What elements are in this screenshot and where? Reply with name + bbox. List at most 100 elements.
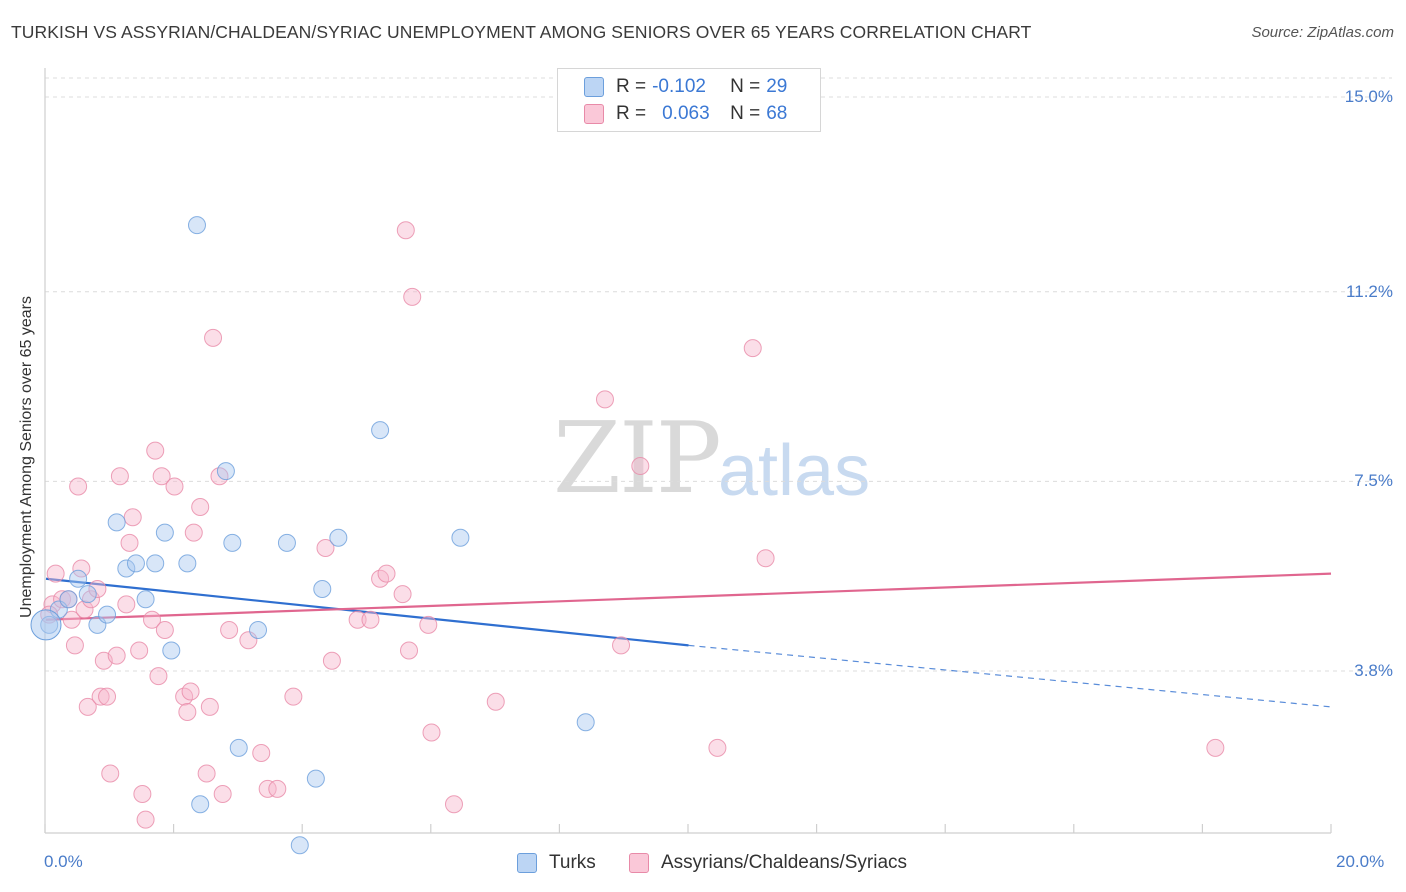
turks-point-25	[329, 528, 348, 547]
assyrians-point-63	[708, 738, 727, 757]
assyrians-point-60	[595, 390, 614, 409]
assyrians-point-51	[377, 564, 396, 583]
assyrians-point-19	[120, 533, 139, 552]
assyrians-point-54	[400, 641, 419, 660]
assyrians-point-11	[88, 580, 107, 598]
turks-point-8	[117, 559, 136, 578]
legend-r-value-assyrians: 0.063	[662, 103, 710, 124]
legend-n-value-assyrians: 68	[766, 103, 788, 124]
bottom-legend-label-assyrians: Assyrians/Chaldeans/Syriacs	[661, 852, 908, 873]
turks-point-4	[78, 585, 97, 604]
turks-point-12	[155, 523, 174, 542]
assyrians-point-22	[133, 785, 152, 803]
turks-point-26	[371, 421, 390, 440]
turks-point-19	[229, 738, 248, 757]
legend-row-assyrians: R = 0.063 N = 68	[584, 103, 787, 125]
turks-point-11	[146, 554, 165, 573]
assyrians-point-64	[743, 339, 762, 358]
assyrians-point-66	[1206, 738, 1225, 757]
chart-title: TURKISH VS ASSYRIAN/CHALDEAN/SYRIAC UNEM…	[11, 22, 1032, 42]
turks-point-6	[98, 605, 117, 624]
watermark-atlas: atlas	[718, 431, 871, 511]
assyrians-point-36	[200, 697, 219, 716]
source-label: Source: ZipAtlas.com	[1251, 24, 1394, 41]
assyrians-point-56	[419, 615, 438, 634]
assyrians-point-25	[146, 441, 165, 460]
turks-point-10	[136, 590, 155, 609]
assyrians-point-44	[268, 779, 287, 798]
assyrians-point-34	[191, 498, 210, 516]
assyrians-point-31	[178, 703, 197, 721]
assyrians-point-2	[53, 590, 72, 609]
assyrians-point-65	[756, 549, 775, 568]
watermark-zip: ZIP	[553, 402, 722, 516]
stats-legend: R = -0.102 N = 29 R = 0.063 N = 68	[557, 68, 821, 132]
y-tick-label-2: 11.2%	[1346, 281, 1393, 301]
assyrians-point-8	[75, 600, 94, 619]
turks-point-24	[313, 580, 332, 598]
axes	[44, 68, 1332, 834]
turks-point-22	[290, 836, 309, 855]
assyrians-point-40	[220, 621, 239, 639]
assyrians-point-48	[348, 610, 367, 629]
assyrians-point-12	[91, 687, 110, 706]
assyrians-point-53	[396, 221, 415, 240]
assyrians-point-5	[65, 636, 84, 655]
y-axis-label: Unemployment Among Seniors over 65 years	[18, 296, 35, 618]
assyrians-point-58	[444, 795, 463, 814]
assyrians-point-16	[107, 646, 126, 665]
y-tick-label-0: 3.8%	[1354, 661, 1393, 680]
assyrians-point-17	[110, 467, 129, 486]
assyrians-trend-line	[45, 572, 1332, 621]
bottom-legend-assyrians: Assyrians/Chaldeans/Syriacs	[629, 852, 907, 874]
data-points	[30, 216, 1225, 855]
bottom-legend-swatch-turks	[517, 853, 537, 873]
turks-point-3	[69, 569, 88, 588]
assyrians-point-55	[403, 287, 422, 306]
bottom-legend-label-turks: Turks	[549, 852, 596, 873]
legend-n-value-turks: 29	[766, 76, 788, 97]
turks-point-28	[576, 713, 595, 732]
turks-point-13	[162, 641, 181, 660]
legend-n-label-turks: N =	[730, 76, 761, 97]
assyrians-point-23	[136, 810, 155, 829]
assyrians-point-37	[204, 328, 223, 347]
turks-point-27	[451, 528, 470, 547]
y-tick-label-3: 15.0%	[1344, 87, 1393, 106]
assyrians-point-57	[422, 723, 441, 742]
assyrians-point-46	[316, 539, 335, 557]
assyrians-point-35	[197, 764, 216, 783]
assyrians-point-21	[130, 641, 149, 660]
assyrians-point-33	[184, 523, 203, 542]
turks-point-21	[277, 533, 296, 552]
turks-point-15	[187, 216, 206, 235]
assyrians-point-24	[143, 610, 162, 629]
assyrians-point-26	[149, 667, 168, 686]
bottom-legend-swatch-assyrians	[629, 853, 649, 873]
turks-point-7	[107, 513, 126, 532]
assyrians-point-49	[361, 610, 380, 629]
assyrians-point-15	[101, 764, 120, 783]
turks-point-cluster	[30, 609, 62, 641]
assyrians-point-10	[81, 590, 100, 609]
assyrians-point-9	[78, 697, 97, 716]
assyrians-point-52	[393, 585, 412, 604]
assyrians-point-18	[117, 595, 136, 614]
legend-r-value-turks: -0.102	[652, 76, 706, 97]
legend-n-label-assyrians: N =	[730, 103, 761, 124]
turks-point-23	[306, 769, 325, 788]
assyrians-point-29	[165, 477, 184, 496]
turks-point-20	[249, 621, 268, 639]
turks-trend-extension	[688, 644, 1332, 708]
turks-point-9	[126, 554, 145, 573]
assyrians-point-6	[69, 477, 88, 496]
legend-r-label-turks: R =	[616, 76, 647, 97]
legend-swatch-turks	[584, 77, 604, 97]
assyrians-point-59	[486, 692, 505, 711]
trend-lines	[45, 572, 1332, 708]
legend-swatch-assyrians	[584, 104, 604, 124]
assyrians-point-42	[252, 744, 271, 762]
x-tick-label-min: 0.0%	[44, 852, 83, 871]
turks-point-16	[191, 795, 210, 814]
